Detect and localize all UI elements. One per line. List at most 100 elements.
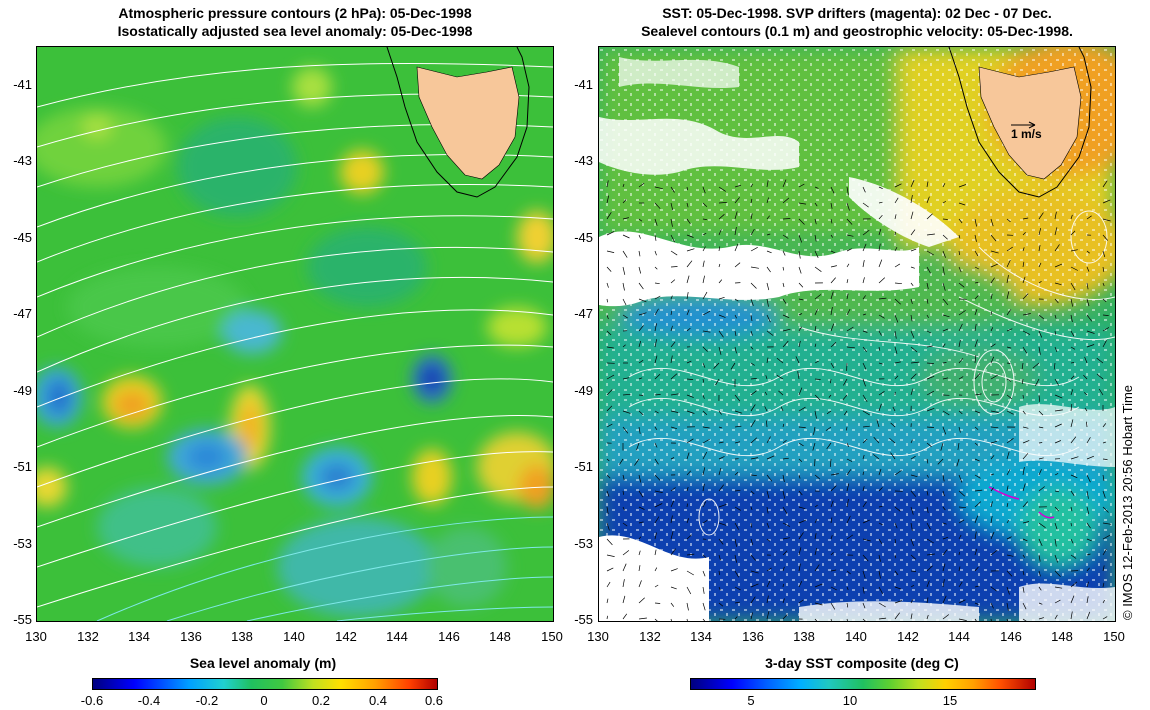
velocity-arrow [798,326,802,332]
velocity-arrow [702,186,706,194]
velocity-arrow [862,378,866,387]
velocity-arrow [670,202,674,211]
velocity-arrow [634,458,640,466]
velocity-arrow [686,394,694,398]
velocity-arrow [734,506,741,511]
y-tick: -45 [13,230,32,245]
x-tick: 144 [386,629,408,644]
velocity-arrow [1006,438,1014,444]
velocity-arrow [862,229,870,236]
velocity-arrow [734,243,739,252]
velocity-arrow [686,327,691,332]
velocity-arrow [814,410,817,419]
x-tick: 132 [77,629,99,644]
svp-drifter-track [988,486,1020,500]
velocity-arrow [1006,328,1013,332]
velocity-arrow [782,598,785,604]
velocity-arrow [958,282,965,288]
velocity-arrow [1086,215,1092,220]
velocity-arrow [846,279,849,284]
velocity-arrow [889,438,896,444]
velocity-arrow [766,474,773,482]
sst-colorbar [690,678,1036,690]
velocity-arrow [990,473,995,476]
velocity-arrow [1038,228,1042,236]
y-tick: -49 [13,383,32,398]
velocity-arrow [958,566,961,572]
velocity-arrow [606,598,609,604]
velocity-arrow [1083,392,1088,396]
velocity-arrow [862,186,866,193]
velocity-arrow [782,490,786,499]
velocity-arrow [654,308,659,316]
velocity-arrow [734,330,737,337]
velocity-arrow [862,394,868,402]
velocity-arrow [974,531,977,540]
geostrophic-velocity-field [606,179,1111,621]
velocity-arrow [750,346,754,350]
velocity-arrow [878,570,881,579]
velocity-arrow [766,298,769,307]
velocity-arrow [862,570,866,579]
right-title-line1: SST: 05-Dec-1998. SVP drifters (magenta)… [662,5,1052,21]
velocity-arrow [990,250,999,254]
velocity-arrow [686,586,692,595]
velocity-arrow [974,548,978,556]
velocity-arrow [1070,581,1078,588]
velocity-arrow [734,394,741,402]
velocity-arrow [606,615,608,620]
velocity-arrow [750,266,759,269]
velocity-arrow [894,586,902,590]
velocity-arrow [873,436,880,444]
velocity-arrow [606,522,610,531]
velocity-arrow [1022,217,1029,220]
velocity-arrow [1070,314,1073,323]
velocity-arrow [990,343,996,348]
velocity-arrow [1022,276,1026,284]
velocity-arrow [780,406,784,412]
x-tick: 148 [489,629,511,644]
velocity-arrow [894,298,901,305]
velocity-arrow [958,234,961,239]
y-tick: -53 [574,536,593,551]
velocity-arrow [606,554,615,557]
velocity-arrow [942,234,948,240]
velocity-arrow [622,217,629,220]
velocity-arrow [862,425,870,428]
velocity-arrow [638,426,641,434]
velocity-arrow [686,553,695,556]
velocity-arrow [765,375,768,380]
velocity-arrow [750,506,753,511]
velocity-arrow [846,234,854,237]
velocity-arrow [814,234,817,242]
velocity-arrow [734,298,739,302]
velocity-arrow [942,183,946,188]
velocity-arrow [814,618,818,621]
velocity-arrow [1006,246,1013,252]
velocity-arrow [862,538,871,542]
velocity-arrow [718,279,723,284]
velocity-arrow [718,484,724,492]
velocity-arrow [926,330,932,334]
velocity-arrow [1102,250,1106,258]
velocity-arrow [766,420,768,428]
velocity-arrow [670,515,673,524]
velocity-arrow [1022,410,1026,415]
velocity-arrow [782,474,785,482]
velocity-arrow [1070,419,1074,428]
velocity-arrow [766,567,772,572]
velocity-arrow [686,618,688,621]
velocity-arrow [702,394,705,399]
velocity-arrow [606,195,610,204]
velocity-arrow [750,378,757,380]
velocity-arrow [830,378,832,384]
velocity-arrow [1102,199,1111,204]
x-tick: 138 [231,629,253,644]
velocity-arrow [782,250,786,256]
velocity-arrow [776,375,784,380]
velocity-arrow [942,282,946,291]
velocity-arrow [686,218,691,225]
velocity-arrow [798,202,807,205]
velocity-arrow [894,246,898,252]
velocity-arrow [974,250,979,257]
